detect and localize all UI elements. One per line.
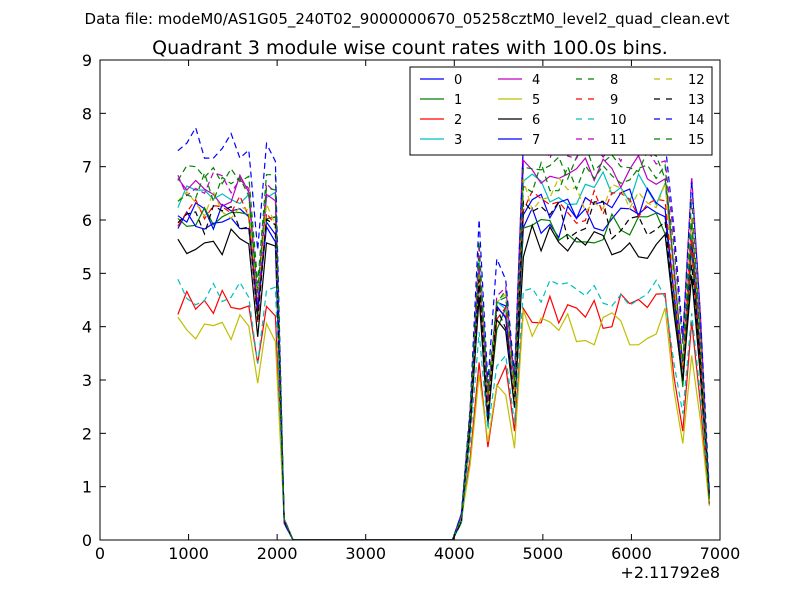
series-layer [177, 110, 710, 540]
legend-label-2: 2 [454, 113, 462, 128]
legend-label-3: 3 [454, 133, 462, 148]
series-line-12 [177, 176, 710, 540]
y-tick-label-7: 7 [82, 158, 92, 177]
legend-label-14: 14 [688, 113, 705, 128]
x-tick-label-7000: 7000 [700, 544, 741, 563]
series-line-14 [177, 110, 710, 540]
x-offset-label: +2.11792e8 [620, 563, 720, 582]
x-tick-label-0: 0 [95, 544, 105, 563]
series-line-10 [177, 278, 710, 540]
y-tick-label-9: 9 [82, 51, 92, 70]
series-line-2 [177, 288, 710, 540]
series-line-1 [177, 206, 710, 540]
y-tick-label-5: 5 [82, 264, 92, 283]
x-tick-label-4000: 4000 [434, 544, 475, 563]
y-tick-label-0: 0 [82, 531, 92, 550]
legend-label-9: 9 [610, 93, 618, 108]
y-tick-label-8: 8 [82, 104, 92, 123]
y-tick-label-1: 1 [82, 478, 92, 497]
x-tick-label-2000: 2000 [257, 544, 298, 563]
series-line-6 [177, 223, 710, 540]
legend-label-12: 12 [688, 73, 705, 88]
legend-label-4: 4 [532, 73, 540, 88]
series-line-5 [177, 307, 710, 540]
series-line-0 [177, 202, 710, 540]
series-line-3 [177, 170, 710, 540]
series-line-4 [177, 154, 710, 540]
series-line-13 [177, 199, 710, 540]
y-tick-label-6: 6 [82, 211, 92, 230]
legend-label-13: 13 [688, 93, 705, 108]
legend-label-5: 5 [532, 93, 540, 108]
legend-label-11: 11 [610, 133, 627, 148]
chart-title: Quadrant 3 module wise count rates with … [152, 37, 668, 59]
series-line-8 [177, 143, 710, 540]
series-line-9 [177, 188, 710, 540]
plot-frame [99, 59, 721, 541]
x-tick-label-5000: 5000 [522, 544, 563, 563]
y-tick-label-4: 4 [82, 318, 92, 337]
legend-label-7: 7 [532, 133, 540, 148]
legend-label-6: 6 [532, 113, 540, 128]
data-file-suptitle: Data file: modeM0/AS1G05_240T02_90000006… [85, 10, 730, 29]
legend-label-10: 10 [610, 113, 627, 128]
series-line-11 [177, 130, 710, 540]
x-tick-label-6000: 6000 [611, 544, 652, 563]
x-tick-label-3000: 3000 [345, 544, 386, 563]
y-tick-label-3: 3 [82, 371, 92, 390]
legend-label-0: 0 [454, 73, 462, 88]
legend-label-1: 1 [454, 93, 462, 108]
y-tick-label-2: 2 [82, 424, 92, 443]
legend-label-15: 15 [688, 133, 705, 148]
legend-box [409, 66, 713, 156]
series-line-15 [177, 160, 710, 540]
series-line-7 [177, 187, 710, 540]
legend-label-8: 8 [610, 73, 618, 88]
x-tick-label-1000: 1000 [168, 544, 209, 563]
